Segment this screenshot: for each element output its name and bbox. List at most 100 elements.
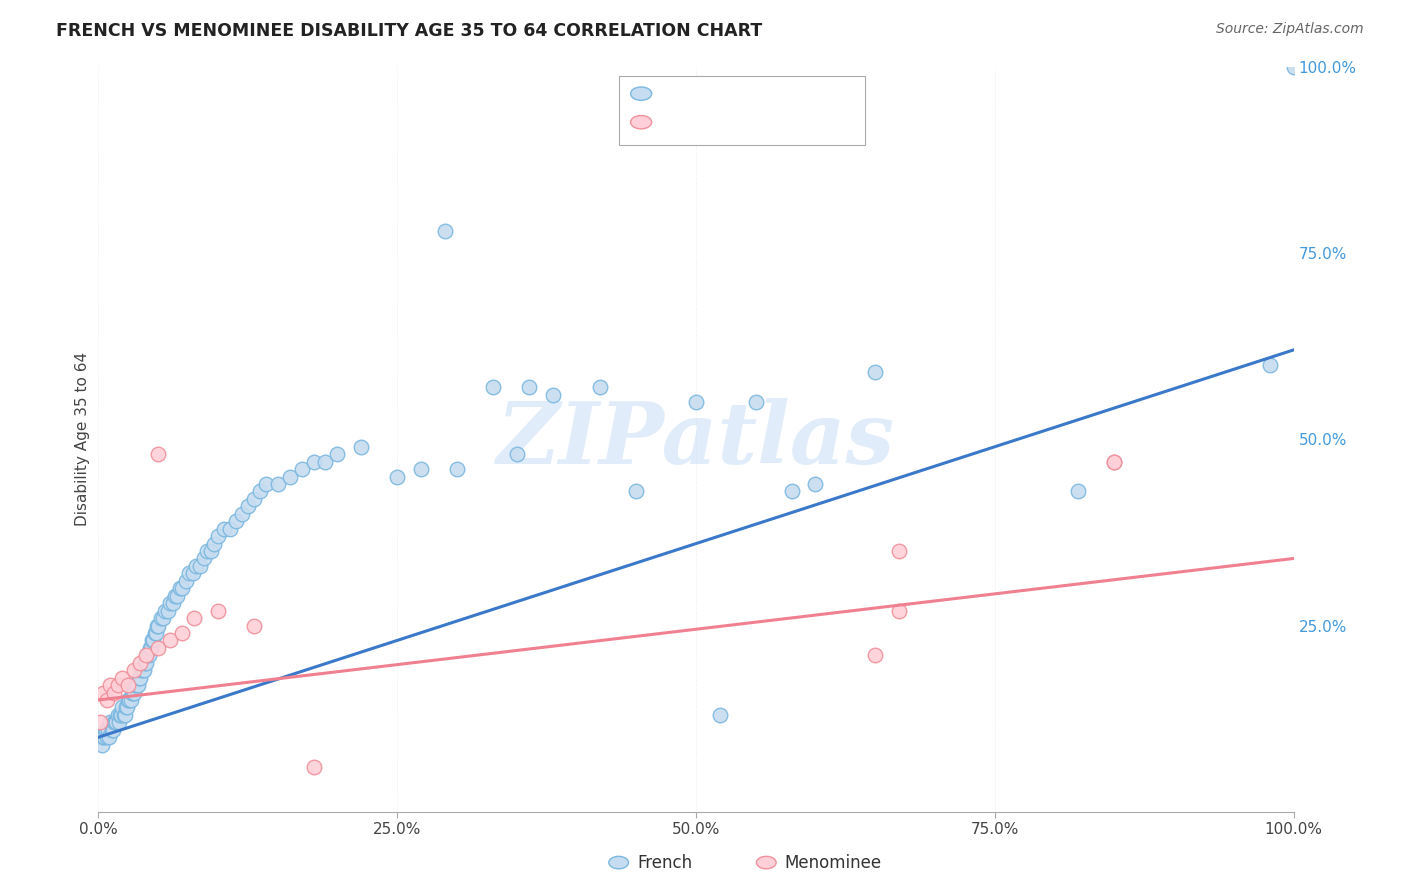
Point xyxy=(589,380,612,394)
Point xyxy=(236,500,259,514)
Point xyxy=(249,484,271,499)
Point xyxy=(179,566,201,581)
Point xyxy=(143,626,166,640)
Point xyxy=(626,484,648,499)
Point xyxy=(172,582,194,596)
Text: French: French xyxy=(637,854,692,871)
Point xyxy=(152,611,174,625)
Point xyxy=(139,640,162,655)
Point xyxy=(200,544,222,558)
Point xyxy=(159,633,181,648)
Point xyxy=(120,693,142,707)
Point xyxy=(1104,455,1126,469)
Point xyxy=(326,447,349,461)
Point xyxy=(804,477,827,491)
Point xyxy=(121,685,143,699)
Point xyxy=(128,671,150,685)
Point xyxy=(91,730,114,744)
Point xyxy=(709,707,731,722)
Text: ZIPatlas: ZIPatlas xyxy=(496,398,896,481)
Point xyxy=(225,514,247,528)
Point xyxy=(96,693,118,707)
Point xyxy=(135,656,157,670)
Point xyxy=(183,611,205,625)
Point xyxy=(350,440,373,454)
Point xyxy=(148,618,170,632)
Point xyxy=(517,380,540,394)
Point xyxy=(117,693,139,707)
Text: N =: N = xyxy=(735,87,779,101)
Point xyxy=(267,477,290,491)
Point xyxy=(115,700,138,714)
Point xyxy=(193,551,215,566)
Point xyxy=(103,715,125,730)
Point xyxy=(411,462,433,476)
Point xyxy=(129,656,152,670)
Point xyxy=(132,663,155,677)
Point xyxy=(212,522,235,536)
Point xyxy=(186,558,208,573)
Point xyxy=(202,536,225,550)
Point xyxy=(481,380,505,394)
Point xyxy=(112,707,135,722)
Point xyxy=(98,730,121,744)
Point xyxy=(291,462,314,476)
Point xyxy=(254,477,277,491)
Point xyxy=(172,626,194,640)
Point xyxy=(302,455,325,469)
Text: 0.643: 0.643 xyxy=(693,87,741,101)
Point xyxy=(131,663,153,677)
Point xyxy=(108,707,131,722)
Point xyxy=(136,648,159,663)
Point xyxy=(434,224,457,238)
Point xyxy=(506,447,529,461)
Point xyxy=(117,678,139,692)
Point xyxy=(889,604,911,618)
Point xyxy=(142,633,165,648)
Point xyxy=(1258,358,1281,372)
Point xyxy=(139,640,162,655)
Point xyxy=(101,723,124,737)
Point xyxy=(188,558,211,573)
Point xyxy=(159,596,181,610)
Point xyxy=(125,678,148,692)
Point xyxy=(89,715,111,730)
Point xyxy=(181,566,204,581)
Point xyxy=(124,663,146,677)
Point xyxy=(163,589,186,603)
Point xyxy=(162,596,184,610)
Text: Menominee: Menominee xyxy=(785,854,882,871)
Point xyxy=(122,685,145,699)
Point xyxy=(146,618,169,632)
Point xyxy=(100,723,122,737)
Point xyxy=(207,604,229,618)
Point xyxy=(1104,455,1126,469)
Point xyxy=(91,738,114,752)
Point xyxy=(207,529,229,543)
Point xyxy=(97,723,120,737)
Point xyxy=(780,484,803,499)
Point xyxy=(219,522,242,536)
Point xyxy=(114,707,136,722)
Point xyxy=(135,648,157,663)
Point xyxy=(107,715,129,730)
Point xyxy=(124,678,146,692)
Text: 0.642: 0.642 xyxy=(693,115,741,129)
Point xyxy=(174,574,197,588)
Point xyxy=(118,693,141,707)
Text: Source: ZipAtlas.com: Source: ZipAtlas.com xyxy=(1216,22,1364,37)
Point xyxy=(1067,484,1090,499)
Point xyxy=(148,640,170,655)
Point xyxy=(169,582,191,596)
Point xyxy=(278,469,301,483)
Point xyxy=(98,678,122,692)
Point xyxy=(166,589,188,603)
Point xyxy=(129,671,152,685)
Point xyxy=(124,685,146,699)
Point xyxy=(90,730,112,744)
Point xyxy=(155,604,177,618)
Point xyxy=(91,685,114,699)
Point xyxy=(385,469,409,483)
Point xyxy=(134,656,156,670)
Point xyxy=(145,626,167,640)
